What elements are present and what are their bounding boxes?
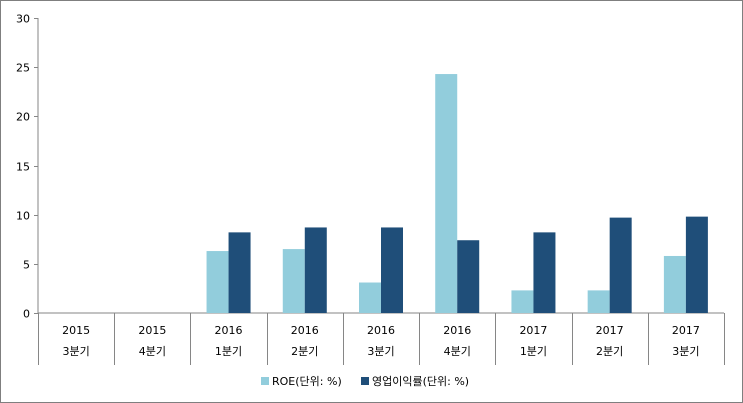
bar-roe xyxy=(206,251,229,313)
legend-roe-swatch xyxy=(261,377,269,385)
x-tick-label-year: 2017 xyxy=(596,324,624,337)
x-tick-label-year: 2015 xyxy=(62,324,90,337)
x-tick-label-quarter: 2분기 xyxy=(596,345,623,358)
x-tick-label-quarter: 3분기 xyxy=(62,345,89,358)
legend: ROE(단위: %) 영업이익률(단위: %) xyxy=(261,375,469,388)
bar-operating-margin xyxy=(457,240,480,313)
x-tick-label-year: 2017 xyxy=(672,324,700,337)
x-tick-label-quarter: 1분기 xyxy=(520,345,547,358)
bar-roe xyxy=(282,249,305,313)
x-tick-label-quarter: 4분기 xyxy=(139,345,166,358)
y-tick-label: 15 xyxy=(16,161,30,174)
legend-roe-label: ROE(단위: %) xyxy=(272,375,342,388)
x-tick-label-quarter: 3분기 xyxy=(672,345,699,358)
bar-roe xyxy=(663,255,686,313)
bar-operating-margin xyxy=(304,227,327,313)
bar-operating-margin xyxy=(228,232,251,313)
bar-operating-margin xyxy=(609,217,632,313)
x-tick-label-quarter: 2분기 xyxy=(291,345,318,358)
x-tick-label-year: 2016 xyxy=(367,324,395,337)
y-tick-label: 10 xyxy=(16,210,30,223)
tick-labels: 0 5 10 15 20 25 30 2015 3분기 2015 4분기 2016 1분기 2016 2분기… xyxy=(16,13,700,359)
bar-roe xyxy=(359,282,381,313)
x-tick-label-quarter: 3분기 xyxy=(367,345,394,358)
bar-roe xyxy=(435,74,458,313)
y-tick-label: 20 xyxy=(16,111,30,124)
x-tick-label-year: 2017 xyxy=(519,324,547,337)
x-tick-label-year: 2015 xyxy=(138,324,166,337)
y-tick-label: 25 xyxy=(16,62,30,75)
x-tick-label-year: 2016 xyxy=(443,324,471,337)
x-tick-label-year: 2016 xyxy=(215,324,243,337)
legend-operating-margin-swatch xyxy=(361,377,369,385)
x-tick-label-quarter: 1분기 xyxy=(215,345,242,358)
x-tick-label-year: 2016 xyxy=(291,324,319,337)
y-tick-label: 30 xyxy=(16,13,30,26)
bar-roe xyxy=(511,290,534,313)
y-tick-label: 0 xyxy=(23,308,30,321)
x-tick-label-quarter: 4분기 xyxy=(444,345,471,358)
legend-operating-margin-label: 영업이익률(단위: %) xyxy=(372,375,469,388)
bar-operating-margin xyxy=(533,232,556,313)
y-tick-label: 5 xyxy=(23,259,30,272)
bar-operating-margin xyxy=(685,216,708,313)
bar-roe xyxy=(587,290,610,313)
bar-operating-margin xyxy=(381,227,403,313)
bars xyxy=(206,74,708,313)
